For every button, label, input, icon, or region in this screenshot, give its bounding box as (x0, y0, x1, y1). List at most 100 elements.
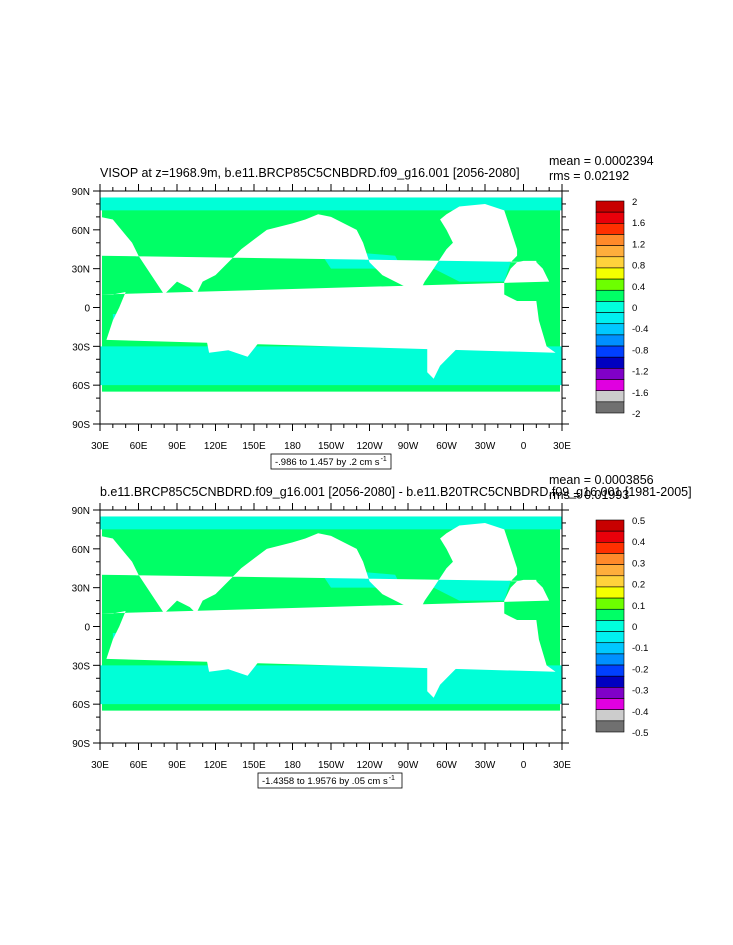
y-tick-label: 30N (72, 584, 90, 595)
colorbar-swatch (595, 390, 625, 403)
x-tick-label: 60W (436, 441, 457, 452)
land-mass-2 (420, 294, 479, 379)
colorbar-swatch (595, 586, 625, 599)
y-tick-label: 0 (84, 304, 90, 315)
colorbar-swatch (595, 564, 625, 577)
land-mass-0 (100, 522, 543, 617)
y-tick-label: 90N (72, 506, 90, 517)
x-tick-label: 30E (91, 441, 109, 452)
x-tick-label: 60W (436, 760, 457, 771)
range-label-box (257, 772, 403, 789)
colorbar-swatch (595, 301, 625, 313)
colorbar-label: -0.4 (632, 707, 648, 718)
colorbar-label: 1.6 (632, 218, 645, 229)
x-tick-label: 30E (553, 441, 571, 452)
land-mass-3 (206, 639, 258, 676)
panel-title: b.e11.BRCP85C5CNBDRD.f09_g16.001 [2056-2… (100, 485, 692, 499)
x-tick-label: 150E (242, 441, 266, 452)
x-tick-label: 60E (130, 760, 148, 771)
colorbar-swatch (595, 575, 625, 588)
x-tick-label: 0 (521, 760, 527, 771)
land-mass-4 (100, 391, 562, 424)
colorbar-swatch (595, 530, 625, 543)
colorbar-swatch (595, 323, 625, 336)
colorbar-label: -0.4 (632, 324, 648, 335)
y-tick-label: 60S (72, 381, 90, 392)
x-tick-label: 90W (398, 441, 419, 452)
x-tick-label: 120E (204, 760, 228, 771)
x-tick-label: 90W (398, 760, 419, 771)
negative-band-4 (100, 197, 562, 211)
colorbar-label: -0.3 (632, 686, 648, 697)
colorbar-swatch (595, 642, 625, 655)
colorbar-label: -2 (632, 409, 640, 420)
colorbar-label: 0 (632, 303, 637, 314)
x-tick-label: 90E (168, 760, 186, 771)
rms-label: rms = 0.01993 (549, 488, 629, 502)
rms-label: rms = 0.02192 (549, 169, 629, 183)
mean-label: mean = 0.0002394 (549, 154, 654, 168)
x-tick-label: 120W (356, 760, 383, 771)
colorbar-swatch (595, 200, 625, 213)
colorbar-label: -0.1 (632, 643, 648, 654)
y-tick-label: 60N (72, 545, 90, 556)
x-tick-label: 30E (553, 760, 571, 771)
colorbar-swatch (595, 256, 625, 269)
x-tick-label: 30W (475, 760, 496, 771)
y-tick-label: 60N (72, 226, 90, 237)
y-tick-label: 30N (72, 265, 90, 276)
colorbar-swatch (595, 608, 625, 621)
x-tick-label: 120W (356, 441, 383, 452)
range-label-text: -1.4358 to 1.9576 by .05 cm s (262, 776, 388, 787)
colorbar-swatch (595, 211, 625, 224)
colorbar-label: -0.5 (632, 728, 648, 739)
colorbar-label: 0.8 (632, 261, 645, 272)
x-tick-label: 150E (242, 760, 266, 771)
colorbar-label: -0.8 (632, 345, 648, 356)
x-tick-label: 180 (284, 760, 301, 771)
colorbar-label: 0.3 (632, 558, 645, 569)
colorbar-label: 2 (632, 197, 637, 208)
colorbar-swatch (595, 631, 625, 644)
x-tick-label: 150W (318, 441, 345, 452)
map-panel-2: b.e11.BRCP85C5CNBDRD.f09_g16.001 [2056-2… (72, 473, 692, 789)
negative-band-0 (100, 665, 562, 705)
range-label: -.986 to 1.457 by .2 cm s-1 (275, 456, 387, 468)
land-mass-3 (206, 320, 258, 357)
colorbar-swatch (595, 553, 625, 565)
y-tick-label: 90S (72, 739, 90, 750)
y-tick-label: 30S (72, 661, 90, 672)
x-tick-label: 0 (521, 441, 527, 452)
y-tick-label: 60S (72, 700, 90, 711)
colorbar-swatch (595, 379, 625, 391)
colorbar-swatch (595, 278, 625, 291)
colorbar-swatch (595, 698, 625, 710)
colorbar-swatch (595, 401, 625, 414)
colorbar-swatch (595, 709, 625, 722)
colorbar-swatch (595, 720, 625, 733)
colorbar-swatch (595, 345, 625, 358)
colorbar-swatch (595, 289, 625, 302)
range-label-superscript: -1 (381, 456, 387, 463)
colorbar-label: 0.4 (632, 537, 645, 548)
colorbar-swatch (595, 687, 625, 699)
colorbar-swatch (595, 519, 625, 532)
colorbar-swatch (595, 542, 625, 554)
x-tick-label: 180 (284, 441, 301, 452)
colorbar-swatch (595, 368, 625, 380)
colorbar-swatch (595, 312, 625, 325)
colorbar-swatch (595, 356, 625, 369)
colorbar-label: 0.5 (632, 516, 645, 527)
colorbar-swatch (595, 334, 625, 347)
x-tick-label: 30W (475, 441, 496, 452)
colorbar-swatch (595, 234, 625, 246)
y-tick-label: 0 (84, 623, 90, 634)
land-mass-4 (100, 710, 562, 743)
colorbar-label: 0 (632, 622, 637, 633)
range-label: -1.4358 to 1.9576 by .05 cm s-1 (262, 775, 395, 787)
range-label-box (270, 453, 392, 470)
x-tick-label: 120E (204, 441, 228, 452)
colorbar-swatch (595, 597, 625, 610)
range-label-text: -.986 to 1.457 by .2 cm s (275, 457, 380, 468)
